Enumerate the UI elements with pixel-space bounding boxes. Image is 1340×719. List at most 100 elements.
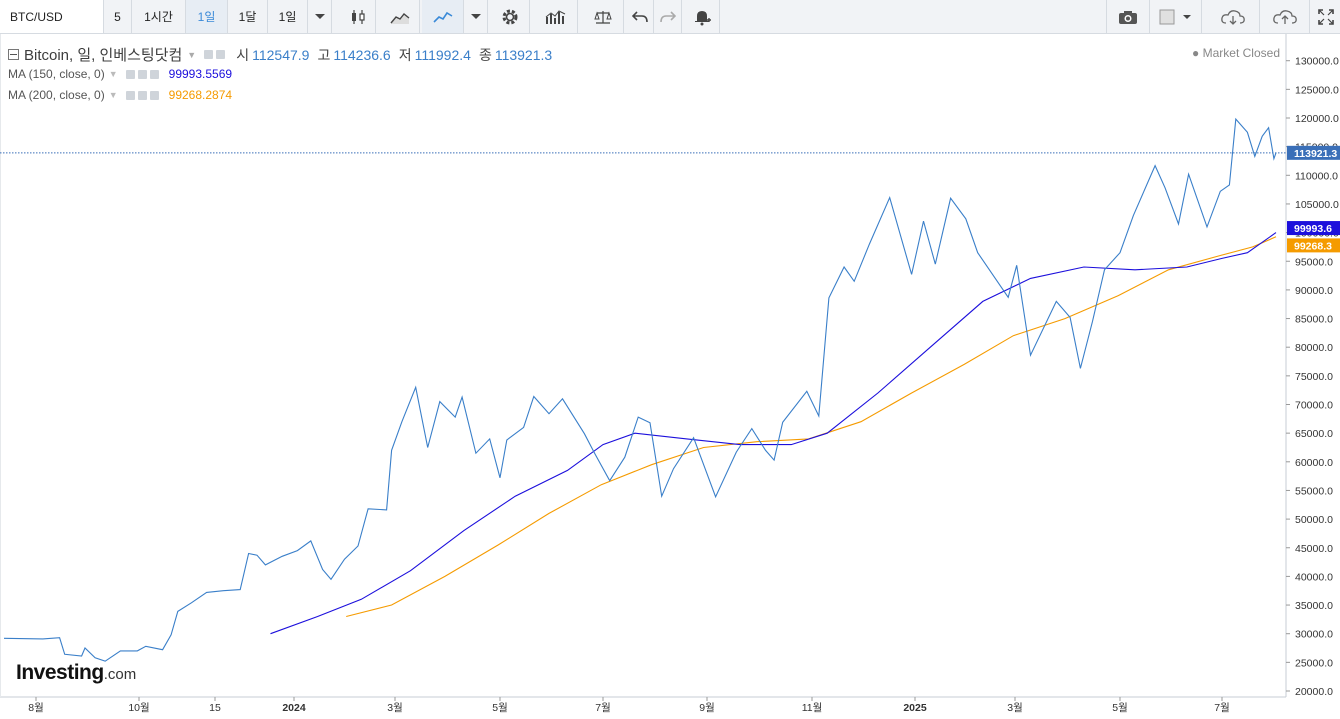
ma150-legend-label: MA (150, close, 0)	[8, 67, 105, 81]
price-tick-label: 45000.0	[1295, 543, 1333, 555]
ma150-tag-bg	[1287, 221, 1340, 236]
chart-canvas[interactable]: 130000.0125000.0120000.0115000.0110000.0…	[0, 34, 1340, 714]
interval-5min-button[interactable]: 5	[104, 0, 132, 33]
high-label: 고	[317, 46, 331, 63]
price-tick-label: 70000.0	[1295, 400, 1333, 412]
time-tick-label: 2025	[903, 702, 927, 714]
open-label: 시	[236, 46, 250, 63]
ma150-tag: 99993.6	[1294, 223, 1332, 235]
price-tick-label: 50000.0	[1295, 514, 1333, 526]
ma150-line	[270, 232, 1277, 635]
price-tick-label: 130000.0	[1295, 56, 1339, 68]
price-tick-label: 60000.0	[1295, 457, 1333, 469]
ma150-remove-close-icon[interactable]	[149, 69, 159, 79]
camera-icon[interactable]	[1106, 0, 1150, 33]
low-value: 111992.4	[414, 46, 471, 63]
ma200-menu-arrow-icon[interactable]: ▼	[108, 90, 118, 100]
price-tick-label: 35000.0	[1295, 600, 1333, 612]
time-tick-label: 5월	[1112, 702, 1128, 714]
undo-icon[interactable]	[626, 0, 654, 33]
area-chart-icon[interactable]	[380, 0, 420, 33]
interval-1m-button[interactable]: 1달	[228, 0, 268, 33]
ma200-tag: 99268.3	[1294, 240, 1332, 252]
ma150-settings-gear-icon[interactable]	[137, 69, 147, 79]
time-tick-label: 5월	[492, 702, 508, 714]
open-value: 112547.9	[252, 46, 310, 63]
series-title: Bitcoin, 일, 인베스팅닷컴	[24, 47, 183, 64]
price-tick-label: 65000.0	[1295, 428, 1333, 440]
ma150-menu-arrow-icon[interactable]: ▼	[108, 69, 118, 79]
time-tick-label: 9월	[699, 702, 715, 714]
price-tick-label: 105000.0	[1295, 199, 1339, 211]
time-tick-label: 15	[209, 702, 221, 714]
ma200-line	[346, 236, 1277, 618]
time-tick-label: 2024	[282, 702, 306, 714]
color-picker-button[interactable]	[1150, 0, 1202, 33]
price-tick-label: 125000.0	[1295, 84, 1339, 96]
price-tick-label: 55000.0	[1295, 485, 1333, 497]
cloud-upload-icon[interactable]	[1260, 0, 1310, 33]
interval-extra-button[interactable]: 1일	[268, 0, 308, 33]
high-value: 114236.6	[333, 46, 391, 63]
interval-dropdown-arrow-icon[interactable]	[308, 0, 332, 33]
price-line	[3, 117, 1277, 662]
visibility-eye-icon[interactable]	[204, 50, 214, 59]
chart-toolbar: BTC/USD 5 1시간 1일 1달 1일	[0, 0, 1340, 34]
main-series-legend: Bitcoin, 일, 인베스팅닷컴 ▼ 시 112547.9 고 114236.6…	[8, 44, 552, 65]
ma200-visibility-eye-icon[interactable]	[125, 90, 135, 100]
candlestick-icon[interactable]	[340, 0, 376, 33]
indicators-icon[interactable]	[534, 0, 578, 33]
price-tick-label: 85000.0	[1295, 314, 1333, 326]
logo-main-text: Investing	[16, 661, 104, 684]
time-tick-label: 7월	[1214, 702, 1230, 714]
time-tick-label: 8월	[28, 702, 44, 714]
price-tick-label: 80000.0	[1295, 342, 1333, 354]
ma150-legend-value: 99993.5569	[168, 67, 233, 81]
alert-bell-icon[interactable]	[684, 0, 720, 33]
series-menu-arrow-icon[interactable]: ▼	[187, 49, 197, 60]
market-status: ● Market Closed	[1192, 46, 1280, 60]
price-tick-label: 30000.0	[1295, 629, 1333, 641]
close-label: 종	[478, 46, 492, 63]
close-value: 113921.3	[494, 46, 553, 63]
ma200-settings-gear-icon[interactable]	[137, 90, 147, 100]
ma150-visibility-eye-icon[interactable]	[125, 69, 135, 79]
time-tick-label: 11월	[802, 702, 823, 714]
time-axis[interactable]: 8월 10월 15 2024 3월 5월 7월 9월 11월 2025 3월 5월 7월	[28, 697, 1230, 714]
price-tick-label: 90000.0	[1295, 285, 1333, 297]
redo-icon[interactable]	[654, 0, 682, 33]
last-price-tag-bg	[1287, 145, 1340, 160]
interval-1h-button[interactable]: 1시간	[132, 0, 186, 33]
ma200-tag-bg	[1287, 238, 1340, 253]
price-tick-label: 40000.0	[1295, 571, 1333, 583]
investing-logo: Investing.com	[16, 661, 136, 685]
low-label: 저	[398, 46, 412, 63]
cloud-download-icon[interactable]	[1206, 0, 1260, 33]
symbol-field[interactable]: BTC/USD	[0, 0, 104, 33]
price-tick-label: 75000.0	[1295, 371, 1333, 383]
last-price-tag: 113921.3	[1294, 148, 1337, 160]
settings-gear-icon[interactable]	[216, 50, 226, 59]
time-tick-label: 3월	[387, 702, 403, 714]
chart-type-dropdown-arrow-icon[interactable]	[464, 0, 488, 33]
collapse-legend-icon[interactable]	[8, 49, 19, 60]
fullscreen-icon[interactable]	[1312, 0, 1340, 33]
interval-1d-button[interactable]: 1일	[186, 0, 228, 33]
ma200-remove-close-icon[interactable]	[149, 90, 159, 100]
price-tick-label: 95000.0	[1295, 256, 1333, 268]
ma150-legend: MA (150, close, 0) ▼ 99993.5569	[8, 67, 232, 81]
price-chart[interactable]: 130000.0125000.0120000.0115000.0110000.0…	[0, 34, 1340, 714]
ma200-legend: MA (200, close, 0) ▼ 99268.2874	[8, 88, 232, 102]
time-tick-label: 10월	[128, 702, 149, 714]
logo-suffix-text: .com	[103, 666, 137, 683]
time-tick-label: 7월	[595, 702, 611, 714]
line-chart-icon[interactable]	[422, 0, 464, 33]
price-tick-label: 120000.0	[1295, 113, 1339, 125]
ma200-legend-value: 99268.2874	[168, 88, 233, 102]
price-tick-label: 20000.0	[1295, 686, 1333, 698]
time-tick-label: 3월	[1007, 702, 1023, 714]
ma200-legend-label: MA (200, close, 0)	[8, 88, 105, 102]
compare-scale-icon[interactable]	[582, 0, 624, 33]
gear-icon[interactable]	[490, 0, 530, 33]
price-tick-label: 25000.0	[1295, 657, 1333, 669]
